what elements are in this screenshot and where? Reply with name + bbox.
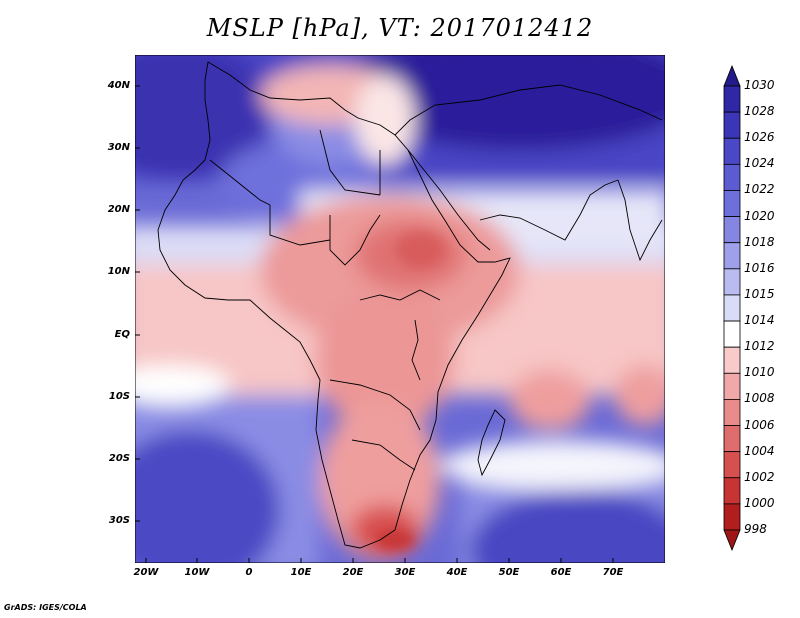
colorbar-label: 1030 bbox=[744, 78, 775, 92]
colorbar-segment bbox=[723, 294, 741, 322]
lon-label-20w: 20W bbox=[133, 567, 159, 578]
colorbar-label: 1010 bbox=[744, 365, 775, 380]
colorbar-label: 1028 bbox=[744, 104, 775, 119]
colorbar-segment bbox=[723, 111, 741, 139]
lon-label-60e: 60E bbox=[550, 567, 572, 578]
colorbar-label: 1015 bbox=[744, 286, 775, 301]
colorbar-label: 1022 bbox=[744, 182, 775, 197]
lon-label-30e: 30E bbox=[394, 567, 416, 578]
colorbar-label: 1006 bbox=[744, 417, 775, 432]
lat-label-40n: 40N bbox=[107, 80, 130, 91]
pressure-field bbox=[135, 55, 665, 563]
lat-label-20s: 20S bbox=[108, 453, 130, 464]
colorbar bbox=[723, 64, 741, 552]
colorbar-segment bbox=[723, 372, 741, 400]
colorbar-bottom-arrow bbox=[723, 529, 741, 552]
lon-label-20e: 20E bbox=[342, 567, 364, 578]
colorbar-segment bbox=[723, 477, 741, 505]
colorbar-label: 1002 bbox=[744, 469, 775, 484]
colorbar-label: 1004 bbox=[744, 443, 775, 458]
lon-label-0: 0 bbox=[245, 567, 253, 578]
credit-text: GrADS: IGES/COLA bbox=[4, 603, 87, 612]
colorbar-segment bbox=[723, 399, 741, 426]
colorbar-label: 1026 bbox=[744, 130, 775, 145]
colorbar-segment bbox=[723, 425, 741, 453]
colorbar-top-arrow bbox=[723, 64, 741, 87]
lat-label-20n: 20N bbox=[107, 204, 130, 215]
lon-label-40e: 40E bbox=[446, 567, 468, 578]
colorbar-label: 1000 bbox=[744, 495, 775, 510]
colorbar-segment bbox=[723, 242, 741, 270]
lon-label-10w: 10W bbox=[184, 567, 210, 578]
lat-label-eq: EQ bbox=[114, 329, 130, 340]
colorbar-label: 1012 bbox=[744, 339, 775, 354]
colorbar-label: 998 bbox=[744, 522, 767, 536]
colorbar-label: 1014 bbox=[744, 313, 775, 328]
map-title: MSLP [hPa], VT: 2017012412 bbox=[206, 14, 594, 42]
colorbar-segment bbox=[723, 451, 741, 479]
lat-label-10s: 10S bbox=[108, 391, 130, 402]
colorbar-segment bbox=[723, 163, 741, 191]
colorbar-label: 1016 bbox=[744, 260, 775, 275]
colorbar-segment bbox=[723, 85, 741, 113]
lon-label-50e: 50E bbox=[498, 567, 520, 578]
colorbar-segment bbox=[723, 268, 741, 296]
colorbar-label: 1020 bbox=[744, 208, 775, 223]
colorbar-label: 1024 bbox=[744, 156, 775, 171]
lon-label-10e: 10E bbox=[290, 567, 312, 578]
lat-label-10n: 10N bbox=[107, 266, 130, 277]
colorbar-segment bbox=[723, 346, 741, 374]
lat-label-30s: 30S bbox=[108, 515, 130, 526]
axis-ticks bbox=[135, 85, 614, 563]
colorbar-label: 1018 bbox=[744, 234, 775, 249]
coastline-outline bbox=[157, 61, 663, 549]
colorbar-segment bbox=[723, 320, 741, 348]
colorbar-label: 1008 bbox=[744, 391, 775, 406]
colorbar-segment bbox=[723, 216, 741, 244]
colorbar-segment bbox=[723, 190, 741, 217]
lat-label-30n: 30N bbox=[107, 142, 130, 153]
lon-label-70e: 70E bbox=[602, 567, 624, 578]
colorbar-segment bbox=[723, 503, 741, 531]
colorbar-segment bbox=[723, 137, 741, 165]
